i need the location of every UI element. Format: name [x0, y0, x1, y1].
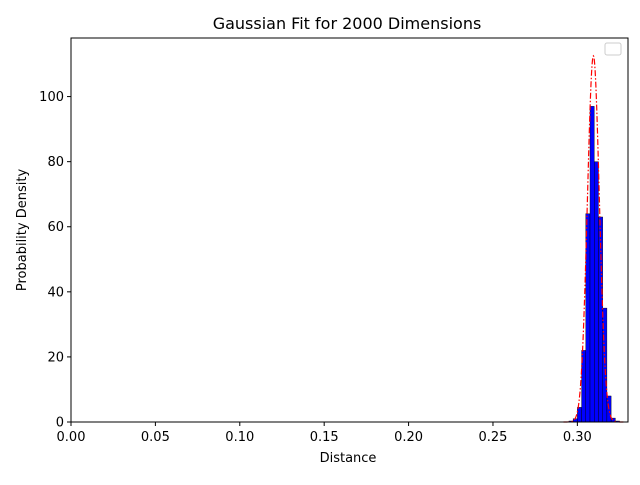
- histogram-bar: [594, 161, 599, 423]
- histogram-bar: [577, 407, 582, 423]
- x-tick-label: 0.20: [394, 430, 423, 445]
- histogram-bar: [589, 106, 595, 423]
- plot-frame: [70, 37, 629, 423]
- x-tick-label: 0.00: [57, 430, 86, 445]
- histogram-bars: [568, 106, 620, 423]
- y-tick-label: 0: [56, 416, 64, 431]
- y-axis: 0 20 40 60 80 100: [39, 90, 71, 431]
- gaussian-fit: [563, 54, 624, 423]
- chart-title: Gaussian Fit for 2000 Dimensions: [213, 14, 482, 33]
- x-tick-label: 0.25: [478, 430, 507, 445]
- y-tick-label: 80: [47, 155, 64, 170]
- y-tick-label: 100: [39, 90, 64, 105]
- legend-box: [604, 42, 622, 56]
- y-tick-label: 20: [47, 350, 64, 365]
- x-axis-title: Distance: [320, 451, 377, 466]
- y-axis-title: Probability Density: [15, 169, 30, 292]
- y-tick-label: 40: [47, 285, 64, 300]
- gaussian-fit-line: [563, 54, 624, 423]
- y-tick-label: 60: [47, 220, 64, 235]
- x-axis: 0.00 0.05 0.10 0.15 0.20 0.25 0.30: [57, 422, 592, 445]
- x-tick-label: 0.15: [310, 430, 339, 445]
- x-tick-label: 0.30: [563, 430, 592, 445]
- x-tick-label: 0.05: [141, 430, 170, 445]
- x-tick-label: 0.10: [225, 430, 254, 445]
- plot-area: [563, 54, 624, 423]
